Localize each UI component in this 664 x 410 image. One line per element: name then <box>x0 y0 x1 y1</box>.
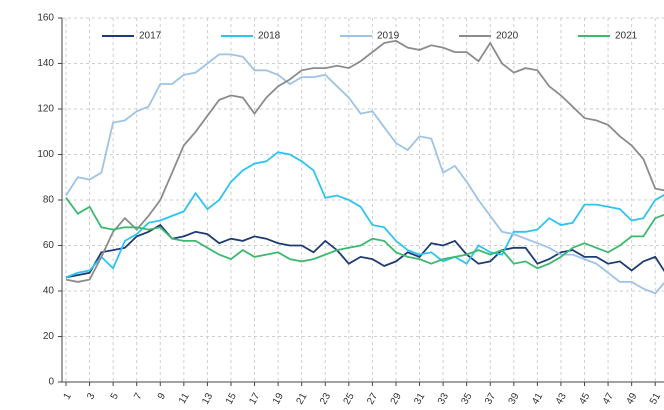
y-tick-label: 160 <box>37 13 54 24</box>
y-tick-label: 120 <box>37 104 54 115</box>
y-tick-label: 20 <box>43 331 55 342</box>
legend-label: 2020 <box>496 31 519 42</box>
x-tick-label: 25 <box>342 391 357 407</box>
y-tick-label: 80 <box>43 195 55 206</box>
x-tick-label: 3 <box>85 391 98 402</box>
x-tick-label: 21 <box>294 391 309 407</box>
x-tick-label: 7 <box>132 391 145 402</box>
series-line <box>65 39 664 283</box>
x-tick-label: 23 <box>318 391 333 407</box>
x-tick-label: 9 <box>156 391 169 402</box>
series-line <box>65 197 664 270</box>
x-tick-label: 13 <box>200 391 215 407</box>
x-tick-label: 33 <box>436 391 451 407</box>
x-tick-label: 45 <box>577 391 592 407</box>
x-tick-label: 27 <box>365 391 380 407</box>
x-tick-label: 39 <box>507 391 522 407</box>
x-tick-label: 29 <box>389 391 404 407</box>
y-tick-label: 40 <box>43 286 55 297</box>
x-tick-label: 49 <box>624 391 639 407</box>
x-tick-label: 5 <box>109 391 122 402</box>
x-tick-label: 15 <box>224 391 239 407</box>
x-tick-label: 37 <box>483 391 498 407</box>
x-tick-label: 17 <box>247 391 262 407</box>
legend-label: 2021 <box>615 31 638 42</box>
x-tick-label: 35 <box>459 391 474 407</box>
x-tick-label: 19 <box>271 391 286 407</box>
x-tick-label: 51 <box>648 391 663 407</box>
series-line <box>65 53 664 295</box>
x-tick-label: 1 <box>62 391 75 402</box>
y-tick-label: 60 <box>43 240 55 251</box>
y-tick-label: 0 <box>48 377 54 388</box>
x-tick-label: 31 <box>412 391 427 407</box>
legend-label: 2019 <box>377 31 400 42</box>
x-tick-label: 43 <box>554 391 569 407</box>
x-tick-label: 11 <box>177 391 192 406</box>
x-tick-label: 47 <box>601 391 616 407</box>
x-tick-label: 41 <box>530 391 545 407</box>
series-line <box>65 223 664 279</box>
y-tick-label: 140 <box>37 58 54 69</box>
legend-label: 2017 <box>139 31 162 42</box>
y-tick-label: 100 <box>37 149 54 160</box>
series-line <box>65 151 664 279</box>
legend-label: 2018 <box>258 31 281 42</box>
